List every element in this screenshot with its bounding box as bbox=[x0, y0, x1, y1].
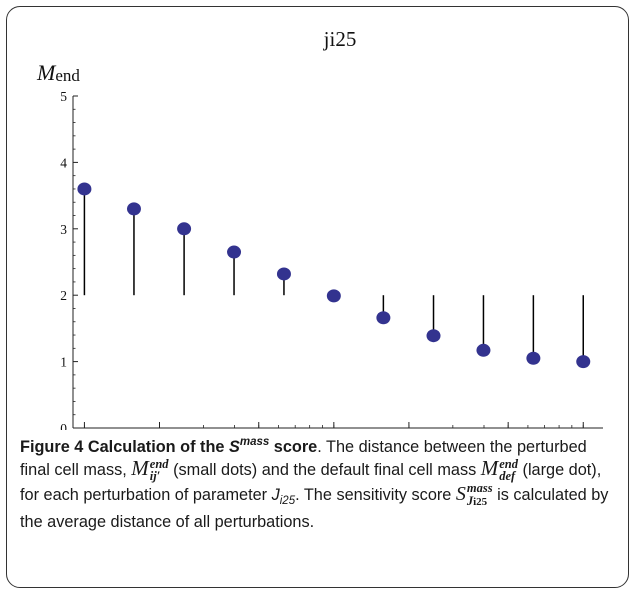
caption-text-2: (small dots) and the default final cell … bbox=[168, 461, 481, 479]
parameter-symbol: Ji25 bbox=[271, 486, 296, 507]
caption-text-1: . The distance between the perturbed fin… bbox=[20, 438, 587, 479]
data-point bbox=[526, 351, 541, 365]
data-point bbox=[426, 329, 441, 343]
caption-text-5: is calculated by the average distance of… bbox=[20, 486, 609, 531]
data-point bbox=[376, 311, 391, 325]
y-tick-label: 4 bbox=[60, 155, 67, 170]
figure-caption: Figure 4 Calculation of the Smass score.… bbox=[20, 432, 618, 533]
y-axis-label: Mend bbox=[36, 60, 80, 85]
data-points bbox=[77, 182, 591, 369]
figure-frame bbox=[6, 6, 629, 588]
data-point bbox=[576, 355, 591, 369]
data-point bbox=[126, 202, 141, 216]
data-point bbox=[77, 182, 92, 196]
axes: 0123450.0010.0020.0050.0100.0200.0500.10… bbox=[60, 89, 603, 430]
chart-title: ji25 bbox=[323, 27, 357, 51]
data-point bbox=[227, 245, 242, 259]
y-tick-label: 1 bbox=[60, 355, 67, 370]
chart: ji25 Mend 0123450.0010.0020.0050.0100.02… bbox=[36, 27, 603, 430]
stems bbox=[83, 188, 585, 362]
data-point bbox=[276, 267, 291, 281]
caption-text-4: . The sensitivity score bbox=[295, 486, 456, 504]
y-tick-label: 3 bbox=[60, 222, 67, 237]
caption-text-3: (large dot), for each perturbation of pa… bbox=[20, 461, 602, 504]
y-tick-label: 0 bbox=[60, 421, 67, 430]
data-point bbox=[476, 343, 491, 357]
data-point bbox=[177, 222, 192, 236]
y-tick-label: 5 bbox=[60, 89, 67, 104]
caption-label: Figure 4 Calculation of the Smass score bbox=[20, 436, 318, 456]
y-tick-label: 2 bbox=[60, 288, 67, 303]
data-point bbox=[326, 289, 341, 303]
